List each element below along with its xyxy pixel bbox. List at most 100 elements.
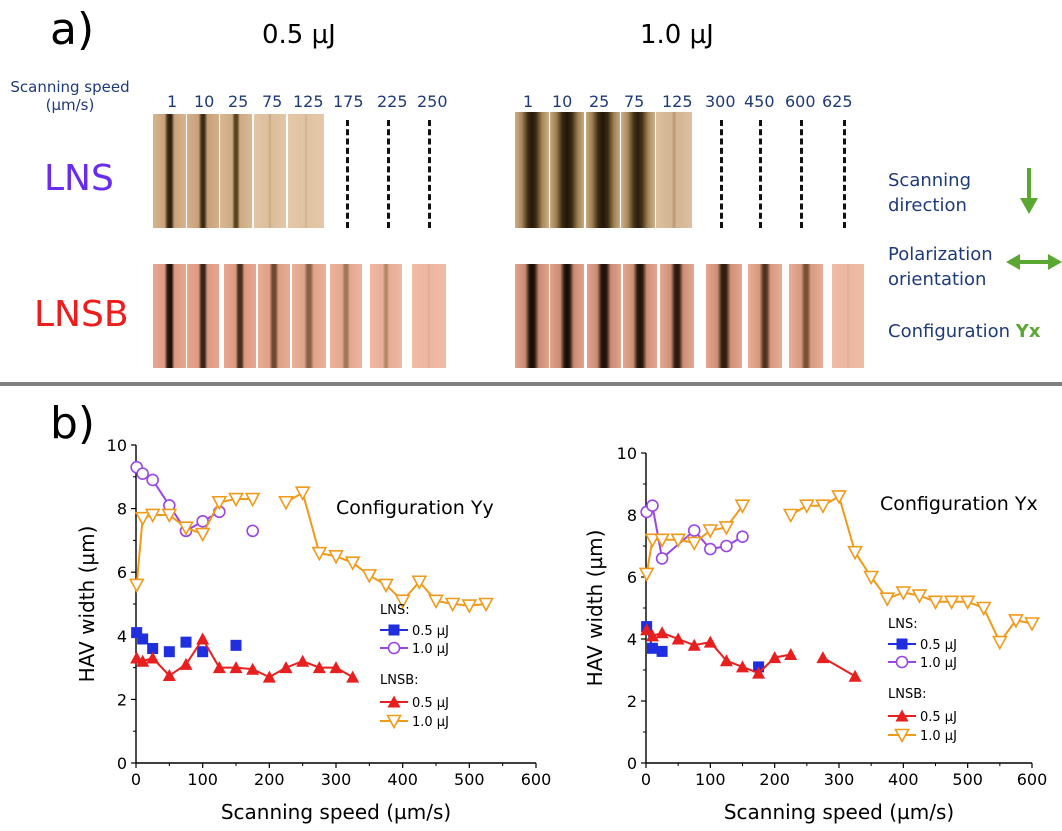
speed-right-4: 125 [662,92,693,111]
data-point [686,536,703,552]
x-tick-label: 600 [1017,770,1048,789]
data-point [1024,617,1040,632]
data-point [212,661,226,674]
data-point [782,508,799,524]
legend-group-lns: LNS: [888,617,918,632]
data-point [895,586,912,601]
speed-left-2: 25 [228,92,249,111]
data-point [246,524,259,538]
dashed-line-lns-05-175 [346,120,349,228]
x-tick-label: 400 [387,770,418,789]
panel-a-letter: a) [50,4,95,55]
chart-annotation: Configuration Yy [336,497,494,519]
speed-left-1: 10 [194,92,215,111]
speed-left-0: 1 [167,92,178,111]
data-point [831,490,847,505]
data-point [702,524,719,539]
micrograph-lns-05-1 [153,114,186,228]
legend-entry-label: 0.5 µJ [412,696,449,711]
legend-marker [894,728,910,744]
micrograph-lnsb-10-1 [515,264,549,368]
data-point [137,633,149,645]
chart-configuration-yy: 0 100 200 300 400 500 600 0 2 4 6 8 10 Scanning speed… [75,436,551,824]
data-point [211,495,228,511]
series-line [790,494,1033,645]
x-tick-label: 200 [759,770,790,789]
data-point [815,499,831,514]
dashed-line-lns-10-450 [759,120,762,228]
y-tick-label: 8 [117,500,127,519]
data-point [734,499,751,514]
speed-right-2: 25 [589,92,610,111]
data-point [461,599,478,614]
data-point [798,499,815,514]
data-point [847,545,863,561]
data-point [162,669,176,682]
series-lnsb-3 [128,486,494,614]
data-point [718,521,735,536]
data-point [312,661,326,674]
micrograph-lnsb-10-10 [550,264,584,368]
y-tick-label: 0 [627,754,637,773]
data-point [411,575,428,590]
data-point [959,595,976,610]
legend-entry-label: 0.5 µJ [920,638,957,653]
micrograph-lns-10-125 [656,112,692,228]
micrograph-lnsb-10-125 [660,264,694,368]
x-axis-title: Scanning speed (µm/s) [724,800,954,824]
y-tick-label: 8 [627,506,637,525]
y-tick-label: 4 [627,630,637,649]
data-point [196,632,210,645]
data-point [927,595,944,610]
micrograph-lns-10-25 [586,112,620,228]
data-point [244,492,261,508]
data-point [656,645,668,657]
section-divider [0,382,1062,386]
data-point [768,651,782,664]
micrograph-lns-05-10 [187,114,219,228]
x-tick-label: 300 [824,770,855,789]
series-lns-0 [641,621,765,673]
x-tick-label: 0 [641,770,651,789]
data-point [147,643,159,655]
dashed-line-lns-10-300 [720,120,723,228]
speed-right-6: 450 [744,92,775,111]
series-line [822,656,856,678]
dashed-line-lns-10-600 [800,120,803,228]
data-point [128,578,145,594]
data-point [670,533,687,548]
micrograph-lns-05-75 [254,114,286,228]
energy-label-left: 0.5 µJ [262,20,336,50]
speed-right-7: 600 [785,92,816,111]
micrograph-lns-05-25 [220,114,252,228]
panel-b-letter: b) [50,398,96,449]
legend-entry-label: 0.5 µJ [920,710,957,725]
data-point [196,515,209,528]
micrograph-lns-10-75 [621,112,655,228]
x-tick-label: 0 [131,770,141,789]
data-point [329,661,343,674]
speed-right-3: 75 [624,92,645,111]
data-point [144,508,161,524]
speed-right-1: 10 [552,92,573,111]
micrograph-lnsb-10-625 [832,264,864,368]
x-tick-label: 400 [888,770,919,789]
data-point [194,527,211,543]
polarization-orientation-label: Polarization orientation [888,242,993,292]
data-point [180,636,192,648]
sample-label-lnsb: LNSB [34,294,129,335]
micrograph-lnsb-10-75 [623,264,657,368]
micrograph-lnsb-05-250 [412,264,446,368]
data-point [178,521,194,536]
data-point [131,627,143,639]
data-point [444,597,461,613]
legend-entry-label: 1.0 µJ [920,656,957,671]
dashed-line-lns-05-225 [387,120,390,228]
data-point [179,657,193,670]
data-point [346,670,360,683]
data-point [163,646,175,658]
micrograph-lnsb-05-125 [292,264,326,368]
data-point [687,524,701,537]
y-tick-label: 2 [117,690,127,709]
scanning-direction-line2: direction [888,195,967,216]
